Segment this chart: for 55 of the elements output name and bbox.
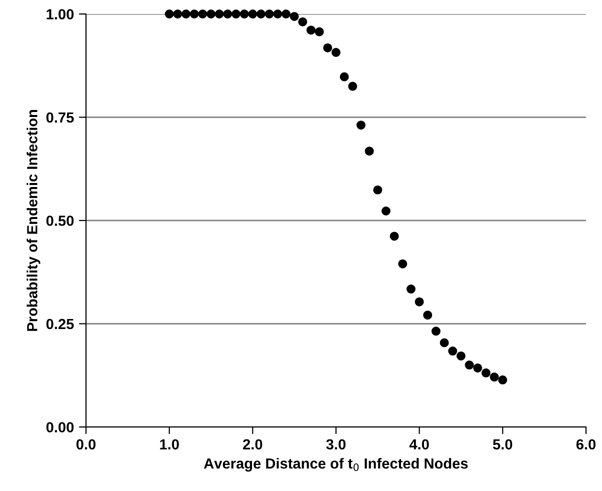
point — [390, 232, 399, 241]
point — [298, 17, 308, 26]
x-tick-label: 5.0 — [492, 439, 512, 450]
x-tick-label: 3.0 — [326, 439, 346, 450]
point — [198, 10, 208, 18]
point — [482, 368, 490, 378]
point — [382, 206, 390, 216]
point — [423, 310, 432, 320]
point — [256, 10, 266, 18]
point — [432, 326, 440, 336]
point — [414, 297, 424, 306]
point — [240, 10, 249, 18]
y-axis-title: Probability of Endemic Infection — [26, 110, 40, 331]
point — [182, 10, 190, 18]
point — [406, 284, 416, 294]
x-tick-label: 6.0 — [576, 439, 596, 450]
point — [282, 10, 290, 18]
point — [456, 351, 466, 360]
point — [232, 10, 240, 18]
point — [473, 363, 482, 372]
point — [164, 10, 174, 18]
point — [323, 43, 332, 52]
point — [340, 72, 349, 82]
point — [364, 146, 374, 156]
point — [306, 26, 316, 35]
x-tick-label: 4.0 — [409, 439, 429, 450]
point — [206, 10, 216, 18]
point — [264, 10, 274, 18]
point — [332, 48, 340, 57]
point — [214, 10, 224, 18]
y-tick-label: 0.00 — [46, 422, 74, 432]
point — [273, 10, 282, 18]
point — [290, 12, 299, 21]
point — [398, 259, 408, 268]
point — [356, 120, 366, 130]
x-tick-label: 2.0 — [243, 439, 262, 450]
point — [490, 372, 499, 382]
x-tick-label: 1.0 — [160, 439, 179, 450]
point — [498, 375, 508, 384]
x-axis-title: Average Distance of t$_{0}$ Infected Nodes — [204, 458, 468, 472]
point — [448, 346, 458, 356]
y-tick-label: 0.25 — [46, 318, 74, 330]
point — [348, 82, 358, 91]
point — [314, 27, 324, 36]
point — [373, 185, 382, 194]
y-tick-label: 1.00 — [46, 9, 74, 20]
point — [464, 360, 474, 370]
y-tick-label: 0.75 — [46, 112, 74, 123]
point — [440, 338, 449, 348]
point — [248, 10, 258, 18]
point — [190, 10, 199, 18]
x-tick-label: 0.0 — [76, 439, 96, 450]
y-tick-label: 0.50 — [46, 216, 74, 226]
point — [173, 10, 182, 18]
point — [223, 10, 232, 18]
